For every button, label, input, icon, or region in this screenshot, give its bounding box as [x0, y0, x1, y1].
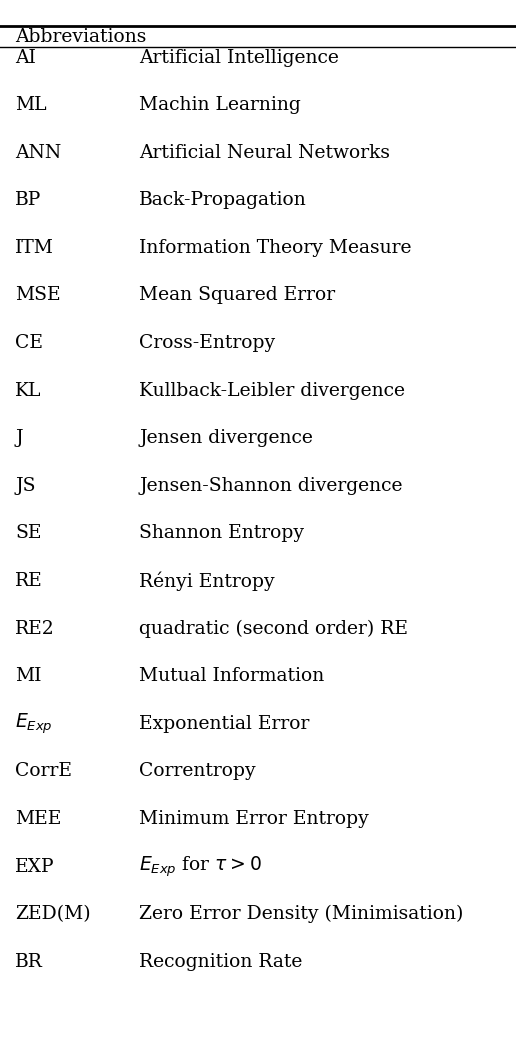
Text: MI: MI — [15, 667, 42, 685]
Text: Mean Squared Error: Mean Squared Error — [139, 287, 335, 304]
Text: Abbreviations: Abbreviations — [15, 27, 147, 46]
Text: Shannon Entropy: Shannon Entropy — [139, 524, 304, 543]
Text: quadratic (second order) RE: quadratic (second order) RE — [139, 619, 408, 638]
Text: Kullback-Leibler divergence: Kullback-Leibler divergence — [139, 382, 406, 400]
Text: Information Theory Measure: Information Theory Measure — [139, 238, 412, 257]
Text: ITM: ITM — [15, 238, 54, 257]
Text: Rényi Entropy: Rényi Entropy — [139, 571, 275, 591]
Text: MSE: MSE — [15, 287, 61, 304]
Text: BR: BR — [15, 953, 43, 971]
Text: $E_{Exp}$: $E_{Exp}$ — [15, 711, 53, 736]
Text: CorrE: CorrE — [15, 763, 72, 780]
Text: Correntropy: Correntropy — [139, 763, 256, 780]
Text: MEE: MEE — [15, 810, 62, 828]
Text: Artificial Intelligence: Artificial Intelligence — [139, 48, 339, 67]
Text: Jensen-Shannon divergence: Jensen-Shannon divergence — [139, 477, 403, 495]
Text: AI: AI — [15, 48, 36, 67]
Text: Cross-Entropy: Cross-Entropy — [139, 334, 276, 353]
Text: Mutual Information: Mutual Information — [139, 667, 325, 685]
Text: Artificial Neural Networks: Artificial Neural Networks — [139, 143, 390, 162]
Text: JS: JS — [15, 477, 36, 495]
Text: $E_{Exp}$ for $\tau > 0$: $E_{Exp}$ for $\tau > 0$ — [139, 855, 262, 879]
Text: Back-Propagation: Back-Propagation — [139, 191, 307, 209]
Text: Jensen divergence: Jensen divergence — [139, 429, 313, 448]
Text: ML: ML — [15, 96, 47, 114]
Text: KL: KL — [15, 382, 42, 400]
Text: RE2: RE2 — [15, 619, 55, 638]
Text: RE: RE — [15, 572, 43, 590]
Text: Machin Learning: Machin Learning — [139, 96, 301, 114]
Text: BP: BP — [15, 191, 42, 209]
Text: J: J — [15, 429, 23, 448]
Text: Recognition Rate: Recognition Rate — [139, 953, 303, 971]
Text: ZED(M): ZED(M) — [15, 905, 91, 924]
Text: ANN: ANN — [15, 143, 62, 162]
Text: EXP: EXP — [15, 858, 55, 876]
Text: CE: CE — [15, 334, 43, 353]
Text: SE: SE — [15, 524, 42, 543]
Text: Exponential Error: Exponential Error — [139, 714, 310, 733]
Text: Zero Error Density (Minimisation): Zero Error Density (Minimisation) — [139, 905, 464, 924]
Text: Minimum Error Entropy: Minimum Error Entropy — [139, 810, 369, 828]
